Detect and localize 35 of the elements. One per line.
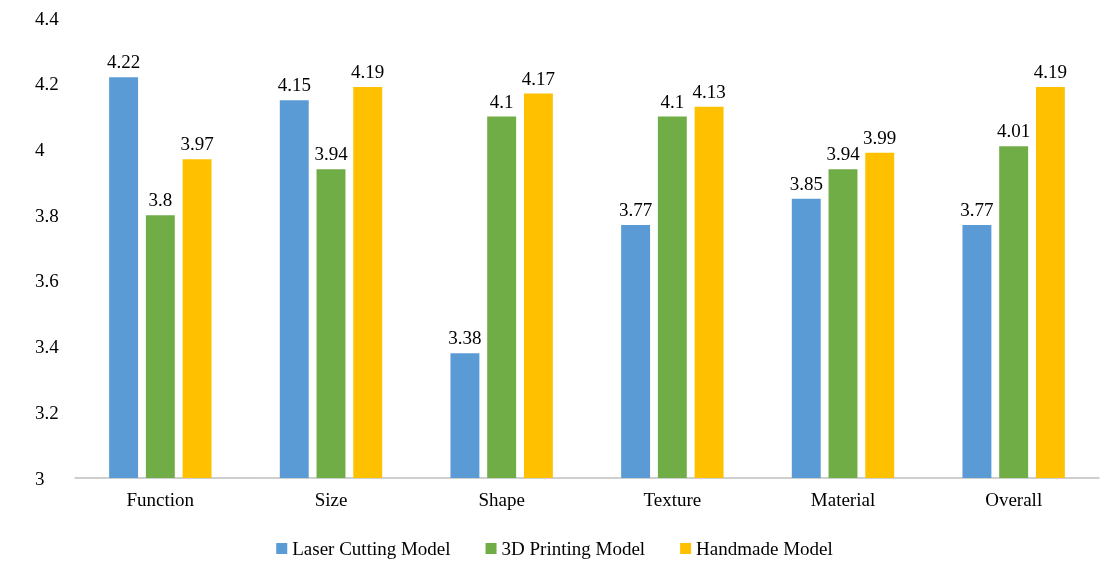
data-label: 4.1 (660, 90, 685, 112)
data-label: 3.38 (448, 327, 482, 349)
x-tick-label: Size (314, 489, 348, 510)
data-label: 3.94 (314, 143, 349, 165)
x-tick-label: Texture (643, 489, 702, 510)
legend-label: Laser Cutting Model (292, 538, 451, 559)
data-label: 4.17 (521, 67, 556, 89)
data-label: 4.19 (351, 61, 385, 82)
y-tick-label: 4.4 (35, 7, 60, 29)
y-tick-label: 3 (35, 467, 45, 489)
data-label: 3.77 (960, 199, 994, 220)
y-tick-label: 3.6 (35, 270, 59, 292)
data-label: 3.94 (826, 143, 861, 165)
data-label: 4.22 (106, 51, 141, 73)
data-label: 3.8 (148, 189, 173, 211)
x-tick-label: Shape (478, 489, 525, 510)
y-tick-label: 3.8 (35, 204, 59, 226)
data-label: 4.01 (997, 120, 1031, 142)
data-label: 4.19 (1033, 61, 1068, 82)
y-tick-label: 3.4 (35, 336, 60, 358)
data-label: 3.97 (180, 133, 214, 155)
legend-label: 3D Printing Model (501, 538, 646, 559)
data-label: 3.77 (618, 199, 653, 220)
x-tick-label: Material (810, 489, 876, 510)
x-tick-label: Function (126, 489, 195, 510)
data-label: 4.15 (277, 74, 311, 96)
data-label: 4.1 (489, 90, 514, 112)
data-label: 4.13 (692, 80, 726, 102)
x-tick-label: Overall (985, 489, 1043, 510)
y-tick-label: 4.2 (35, 73, 59, 95)
y-tick-label: 4 (35, 138, 45, 160)
legend-label: Handmade Model (696, 538, 833, 559)
data-label: 3.85 (789, 172, 823, 194)
data-label: 3.99 (863, 126, 897, 148)
y-tick-label: 3.2 (35, 401, 59, 423)
